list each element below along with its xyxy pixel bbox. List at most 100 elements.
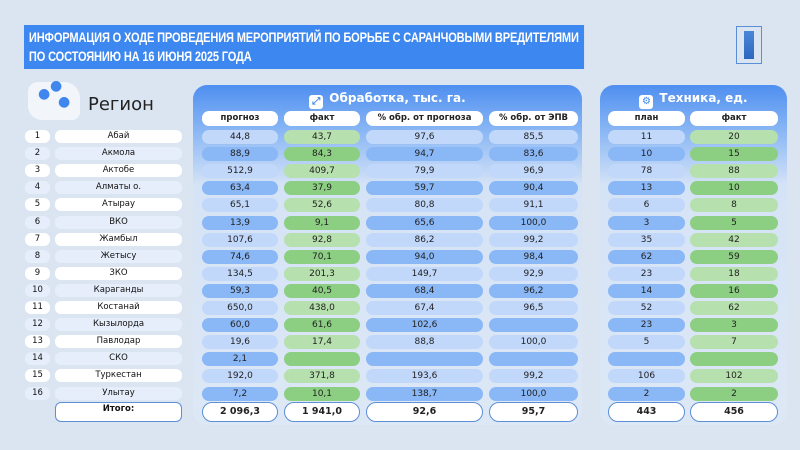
- cell-pct_forecast: 97,6: [366, 130, 483, 144]
- cell-forecast: 134,5: [202, 266, 278, 281]
- cell-tfact: 20: [690, 130, 778, 144]
- cell-pct_forecast: 94,7: [366, 147, 483, 162]
- total-pct_epv: 95,7: [489, 402, 578, 422]
- machinery-title: ⚙ Техника, ед.: [600, 91, 787, 109]
- row-number: 14: [25, 352, 50, 366]
- cell-pct_epv: [489, 352, 578, 367]
- cell-fact: 10,1: [284, 386, 360, 401]
- cell-tfact: [690, 352, 778, 367]
- cell-forecast: 2,1: [202, 352, 278, 367]
- region-name: ЗКО: [55, 266, 182, 280]
- cell-plan: 11: [608, 130, 685, 144]
- cell-pct_forecast: 65,6: [366, 215, 483, 230]
- column-header-plan: план: [608, 111, 685, 126]
- row-number: 2: [25, 147, 50, 161]
- row-number: 4: [25, 181, 50, 195]
- cell-fact: 409,7: [284, 164, 360, 179]
- cell-pct_epv: 92,9: [489, 266, 578, 281]
- cell-pct_epv: 100,0: [489, 386, 578, 401]
- cell-pct_epv: 83,6: [489, 147, 578, 162]
- map-pin-icon: ●: [38, 86, 51, 102]
- cell-forecast: 65,1: [202, 198, 278, 213]
- cell-pct_forecast: 79,9: [366, 164, 483, 179]
- cell-plan: 10: [608, 147, 685, 162]
- total-pct_forecast: 92,6: [366, 402, 483, 422]
- row-number: 1: [25, 130, 50, 143]
- cell-forecast: 512,9: [202, 164, 278, 179]
- cell-pct_epv: 99,2: [489, 369, 578, 384]
- cell-fact: 61,6: [284, 318, 360, 333]
- column-header-forecast: прогноз: [202, 111, 278, 126]
- cell-pct_epv: 91,1: [489, 198, 578, 213]
- cell-plan: 62: [608, 249, 685, 264]
- region-name: Туркестан: [55, 369, 182, 383]
- row-number: 3: [25, 164, 50, 178]
- cell-tfact: 5: [690, 215, 778, 230]
- gear-icon: ⚙: [639, 95, 654, 109]
- cell-plan: [608, 352, 685, 367]
- total-label: Итого:: [55, 402, 182, 422]
- cell-tfact: 8: [690, 198, 778, 213]
- row-number: 10: [25, 283, 50, 297]
- cell-fact: 43,7: [284, 130, 360, 144]
- region-label: Регион: [88, 94, 154, 115]
- processing-title: ⤢ Обработка, тыс. га.: [193, 91, 582, 109]
- column-header-pct_epv: % обр. от ЭПВ: [489, 111, 578, 126]
- cell-forecast: 60,0: [202, 318, 278, 333]
- cell-pct_forecast: 68,4: [366, 283, 483, 298]
- cell-plan: 23: [608, 266, 685, 281]
- cell-fact: 92,8: [284, 232, 360, 247]
- cell-tfact: 62: [690, 301, 778, 315]
- cell-pct_epv: 100,0: [489, 215, 578, 230]
- cell-forecast: 650,0: [202, 301, 278, 315]
- cell-pct_epv: 98,4: [489, 249, 578, 264]
- region-name: Атырау: [55, 198, 182, 212]
- cell-plan: 52: [608, 301, 685, 315]
- cell-tfact: 88: [690, 164, 778, 179]
- region-name: Акмола: [55, 147, 182, 161]
- cell-tfact: 59: [690, 249, 778, 264]
- row-number: 11: [25, 301, 50, 314]
- region-name: Улытау: [55, 386, 182, 400]
- total-tfact: 456: [690, 402, 778, 422]
- cell-tfact: 7: [690, 335, 778, 350]
- cell-plan: 3: [608, 215, 685, 230]
- cell-fact: 201,3: [284, 266, 360, 281]
- cell-fact: 40,5: [284, 283, 360, 298]
- title-line-1: ИНФОРМАЦИЯ О ХОДЕ ПРОВЕДЕНИЯ МЕРОПРИЯТИЙ…: [28, 30, 579, 45]
- cell-pct_forecast: 102,6: [366, 318, 483, 333]
- cell-tfact: 102: [690, 369, 778, 384]
- cell-plan: 5: [608, 335, 685, 350]
- cell-tfact: 10: [690, 181, 778, 196]
- cell-fact: 52,6: [284, 198, 360, 213]
- cell-pct_forecast: 138,7: [366, 386, 483, 401]
- cell-plan: 13: [608, 181, 685, 196]
- cell-forecast: 63,4: [202, 181, 278, 196]
- cell-forecast: 88,9: [202, 147, 278, 162]
- region-name: Алматы о.: [55, 181, 182, 195]
- page-title: ИНФОРМАЦИЯ О ХОДЕ ПРОВЕДЕНИЯ МЕРОПРИЯТИЙ…: [24, 25, 584, 69]
- row-number: 9: [25, 266, 50, 280]
- column-header-pct_forecast: % обр. от прогноза: [366, 111, 483, 126]
- row-number: 7: [25, 232, 50, 246]
- region-name: Павлодар: [55, 335, 182, 349]
- title-line-2: ПО СОСТОЯНИЮ НА 16 ИЮНЯ 2025 ГОДА: [28, 47, 252, 66]
- cell-pct_forecast: 193,6: [366, 369, 483, 384]
- cell-forecast: 74,6: [202, 249, 278, 264]
- kazakhstan-map-icon: ● ● ●: [28, 78, 80, 120]
- cell-plan: 2: [608, 386, 685, 401]
- map-pin-icon: ●: [50, 78, 63, 94]
- cell-tfact: 2: [690, 386, 778, 401]
- row-number: 13: [25, 335, 50, 349]
- cell-fact: 70,1: [284, 249, 360, 264]
- cell-pct_epv: 85,5: [489, 130, 578, 144]
- cell-pct_forecast: 94,0: [366, 249, 483, 264]
- cell-pct_epv: 90,4: [489, 181, 578, 196]
- cell-tfact: 16: [690, 283, 778, 298]
- cell-pct_epv: 96,5: [489, 301, 578, 315]
- cell-plan: 23: [608, 318, 685, 333]
- cell-forecast: 192,0: [202, 369, 278, 384]
- cell-pct_forecast: 67,4: [366, 301, 483, 315]
- cell-tfact: 42: [690, 232, 778, 247]
- cell-pct_epv: [489, 318, 578, 333]
